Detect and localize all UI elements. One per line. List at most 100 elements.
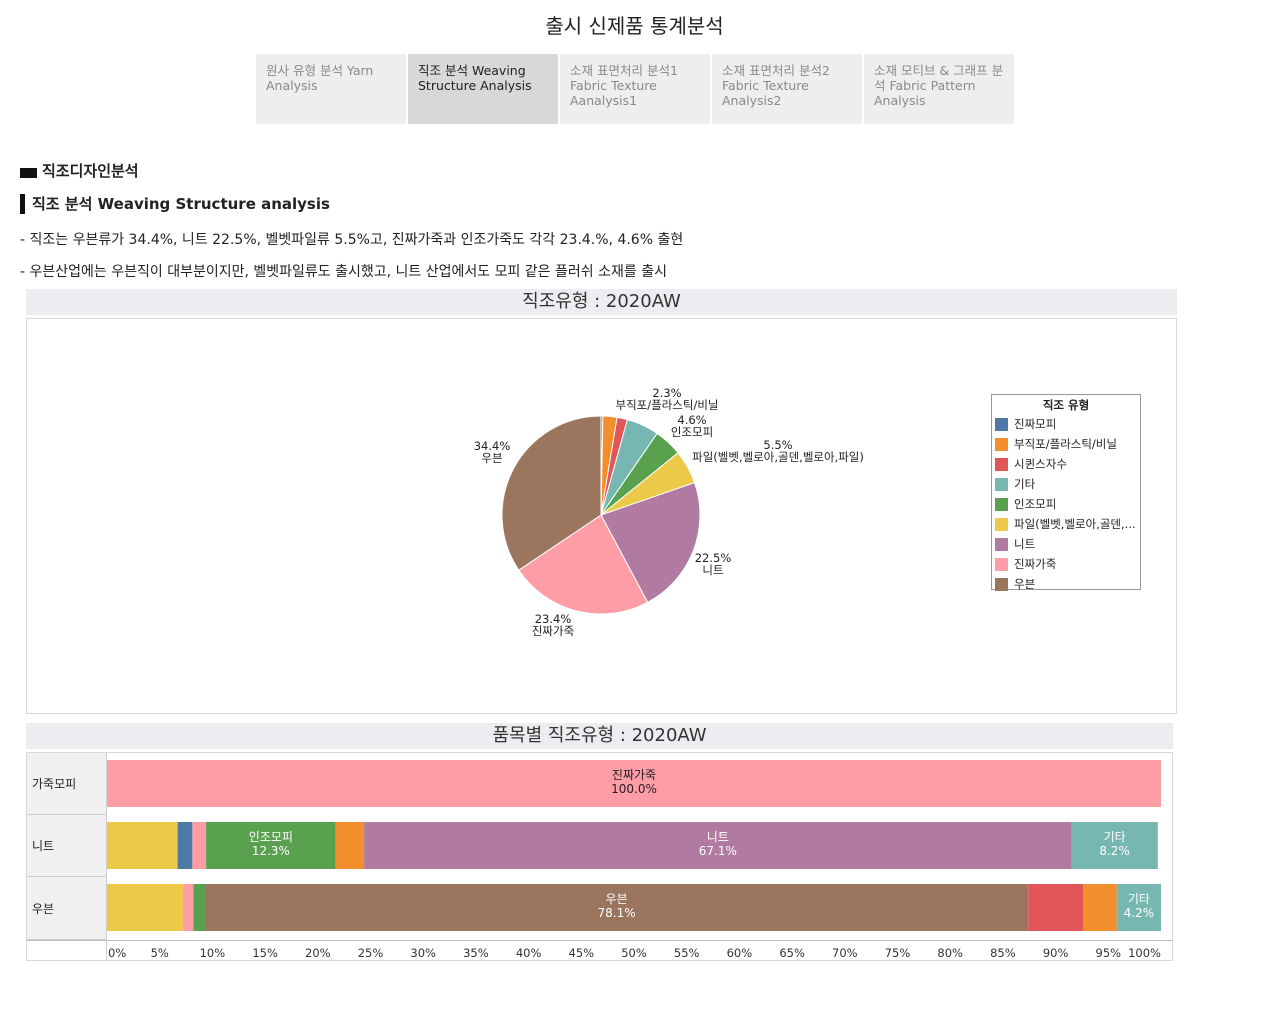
bar-label-pct-2-6: 4.2% <box>1124 906 1155 920</box>
summary-bullet-2: - 우븐산업에는 우븐직이 대부분이지만, 벨벳파일류도 출시했고, 니트 산업… <box>20 264 667 280</box>
x-tick-label-11: 55% <box>674 946 700 960</box>
pie-label-pct-4: 4.6% <box>677 413 706 427</box>
bar-segment-2-2[interactable] <box>193 884 206 931</box>
bar-segment-2-0[interactable] <box>107 884 183 931</box>
pie-label-pct-1: 2.3% <box>652 386 681 400</box>
pie-slice-8[interactable] <box>501 415 602 571</box>
x-tick-label-20: 100% <box>1128 946 1161 960</box>
page-title: 출시 신제품 통계분석 <box>545 14 724 38</box>
bar-segment-1-1[interactable] <box>177 822 193 869</box>
x-tick-label-5: 25% <box>358 946 384 960</box>
x-tick-label-6: 30% <box>410 946 436 960</box>
legend-swatch-6 <box>995 537 1008 551</box>
legend-swatch-1 <box>995 437 1008 451</box>
tab-fabric-texture-analysis2[interactable]: 소재 표면처리 분석2 Fabric Texture Analysis2 <box>712 54 862 124</box>
legend-label-3: 기타 <box>1014 477 1036 491</box>
section-subheading: 직조 분석 Weaving Structure analysis <box>20 194 330 214</box>
bar-segment-2-6[interactable] <box>1116 884 1161 931</box>
bar-segment-2-4[interactable] <box>1028 884 1084 931</box>
pie-label-pct-8: 34.4% <box>474 439 511 453</box>
bar-segment-2-5[interactable] <box>1083 884 1117 931</box>
section-heading: 직조디자인분석 <box>20 160 139 181</box>
legend-label-7: 진짜가죽 <box>1014 557 1057 571</box>
bar-segment-2-1[interactable] <box>182 884 194 931</box>
pie-label-name-4: 인조모피 <box>671 425 713 439</box>
bar-segment-1-3[interactable] <box>206 822 336 869</box>
row-label-leather-fur: 가죽모피 <box>27 753 106 815</box>
legend-label-2: 시퀸스자수 <box>1014 457 1067 471</box>
pie-chart: 2.3%부직포/플라스틱/비닐4.6%인조모피 5.5%파일(벨벳,벨로아,골덴,… <box>474 386 864 638</box>
pie-slice-6[interactable] <box>600 482 701 604</box>
bar-segment-2-3[interactable] <box>205 884 1029 931</box>
bar-label-name-1-5: 니트 <box>707 830 729 844</box>
section-heading-text: 직조디자인분석 <box>42 162 139 180</box>
bar-label-name-2-3: 우븐 <box>606 892 628 906</box>
bar-label-name-1-6: 기타 <box>1104 830 1126 844</box>
legend-item-0[interactable]: 진짜모피 <box>992 414 1140 434</box>
tab-bar: 원사 유형 분석 Yarn Analysis 직조 분석 Weaving Str… <box>256 54 1014 124</box>
legend-item-6[interactable]: 니트 <box>992 534 1140 554</box>
row-label-woven: 우븐 <box>27 877 106 940</box>
x-tick-label-12: 60% <box>727 946 753 960</box>
legend-swatch-7 <box>995 557 1008 571</box>
legend-label-8: 우븐 <box>1014 577 1036 591</box>
legend-item-3[interactable]: 기타 <box>992 474 1140 494</box>
bar-segment-1-5[interactable] <box>364 822 1072 869</box>
pie-chart-title: 직조유형 : 2020AW <box>26 289 1177 315</box>
x-tick-label-19: 95% <box>1096 946 1122 960</box>
bar-label-name-1-3: 인조모피 <box>249 830 293 844</box>
bar-label-name-2-6: 기타 <box>1128 892 1150 906</box>
pie-label-pct-6: 22.5% <box>695 551 732 565</box>
legend-item-8[interactable]: 우븐 <box>992 574 1140 594</box>
legend-title: 직조 유형 <box>1042 398 1090 412</box>
x-tick-label-18: 90% <box>1043 946 1069 960</box>
pie-label-name-7: 진짜가죽 <box>532 624 574 638</box>
legend-label-0: 진짜모피 <box>1014 417 1057 431</box>
pie-slice-7[interactable] <box>518 514 649 615</box>
legend-item-2[interactable]: 시퀸스자수 <box>992 454 1140 474</box>
legend-item-4[interactable]: 인조모피 <box>992 494 1140 514</box>
tab-yarn-analysis[interactable]: 원사 유형 분석 Yarn Analysis <box>256 54 406 124</box>
x-tick-label-0: 0% <box>108 946 126 960</box>
bar-label-pct-1-5: 67.1% <box>699 844 737 858</box>
legend-swatch-3 <box>995 477 1008 491</box>
x-tick-label-15: 75% <box>885 946 911 960</box>
tab-weaving-structure-analysis[interactable]: 직조 분석 Weaving Structure Analysis <box>408 54 558 124</box>
x-tick-label-14: 70% <box>832 946 858 960</box>
legend-label-1: 부직포/플라스틱/비닐 <box>1014 437 1117 451</box>
pie-label-name-6: 니트 <box>702 563 723 577</box>
bar-segment-1-0[interactable] <box>107 822 178 869</box>
x-tick-label-17: 85% <box>990 946 1016 960</box>
bar-segment-0-0[interactable] <box>107 760 1161 807</box>
legend-item-1[interactable]: 부직포/플라스틱/비닐 <box>992 434 1140 454</box>
legend-swatch-0 <box>995 417 1008 431</box>
x-tick-label-9: 45% <box>569 946 595 960</box>
bar-label-name-0-0: 진짜가죽 <box>612 768 656 782</box>
x-tick-label-16: 80% <box>937 946 963 960</box>
tab-fabric-texture-analysis1[interactable]: 소재 표면처리 분석1 Fabric Texture Aanalysis1 <box>560 54 710 124</box>
bar-segment-1-2[interactable] <box>192 822 207 869</box>
x-tick-label-7: 35% <box>463 946 489 960</box>
pie-label-name-1: 부직포/플라스틱/비닐 <box>616 398 719 412</box>
x-tick-label-1: 5% <box>151 946 169 960</box>
x-tick-label-13: 65% <box>779 946 805 960</box>
pie-label-pct-5: 5.5% <box>763 438 792 452</box>
square-bullet-icon <box>20 167 37 178</box>
bar-label-pct-0-0: 100.0% <box>611 782 657 796</box>
bar-segment-1-6[interactable] <box>1071 822 1158 869</box>
x-tick-label-4: 20% <box>305 946 331 960</box>
legend-label-4: 인조모피 <box>1014 497 1057 511</box>
bar-label-pct-2-3: 78.1% <box>598 906 636 920</box>
summary-bullet-1: - 직조는 우븐류가 34.4%, 니트 22.5%, 벨벳파일류 5.5%고,… <box>20 232 684 248</box>
legend-item-5[interactable]: 파일(벨벳,벨로아,골덴,... <box>992 514 1140 534</box>
pie-label-name-5: 파일(벨벳,벨로아,골덴,벨로아,파일) <box>692 450 864 464</box>
row-label-knit: 니트 <box>27 815 106 877</box>
bar-segment-1-4[interactable] <box>335 822 365 869</box>
legend-label-6: 니트 <box>1014 537 1036 551</box>
bar-label-pct-1-6: 8.2% <box>1099 844 1130 858</box>
tab-fabric-pattern-analysis[interactable]: 소재 모티브 & 그래프 분석 Fabric Pattern Analysis <box>864 54 1014 124</box>
legend-label-5: 파일(벨벳,벨로아,골덴,... <box>1014 517 1136 531</box>
legend-item-7[interactable]: 진짜가죽 <box>992 554 1140 574</box>
